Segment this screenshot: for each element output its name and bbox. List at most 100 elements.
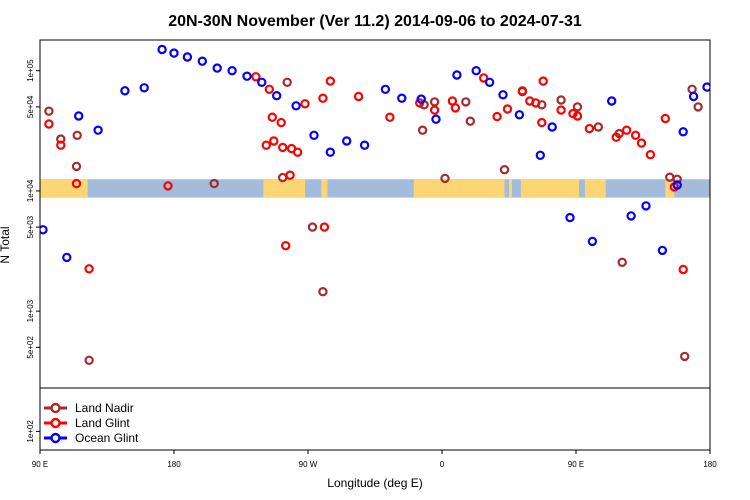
map-land-india-east	[584, 179, 606, 198]
point-land-nadir-10	[417, 125, 428, 135]
point-land-glint-35	[556, 105, 566, 115]
point-land-glint-24	[429, 105, 440, 115]
point-land-glint-30	[517, 86, 528, 97]
point-ocean-glint-41	[726, 47, 733, 54]
x-axis: 90 E 180 90 W 0 90 E 180	[32, 450, 717, 469]
point-ocean-glint-1	[62, 252, 72, 263]
point-land-nadir-15	[465, 116, 475, 126]
point-land-glint-10	[318, 93, 328, 103]
point-ocean-glint-34	[626, 211, 636, 221]
point-land-glint-3	[84, 264, 94, 274]
point-land-nadir-3	[84, 355, 94, 365]
point-land-glint-9	[276, 117, 286, 128]
point-ocean-glint-36	[657, 245, 668, 256]
series-land-nadir	[44, 77, 703, 365]
point-land-nadir-4	[71, 161, 82, 172]
legend-marker-1	[50, 417, 61, 429]
point-land-glint-42	[636, 138, 647, 148]
point-land-glint-41	[630, 130, 641, 140]
point-land-glint-37	[572, 111, 583, 121]
point-land-glint-26	[450, 103, 461, 113]
point-ocean-glint-25	[471, 65, 481, 76]
point-land-glint-43	[645, 149, 656, 160]
point-ocean-glint-12	[242, 71, 252, 81]
point-land-nadir-25	[672, 174, 682, 184]
point-land-nadir-7	[282, 77, 292, 88]
x-tick-label-5: 180	[703, 460, 717, 469]
map-land-caribbean	[321, 179, 328, 198]
point-land-nadir-9	[318, 287, 328, 297]
point-ocean-glint-35	[641, 201, 651, 211]
point-land-nadir-0	[44, 106, 54, 116]
y-axis-label: N Total	[0, 226, 12, 263]
point-ocean-glint-14	[272, 90, 282, 101]
point-ocean-glint-21	[397, 93, 407, 103]
point-land-glint-18	[300, 99, 310, 109]
map-ocean	[40, 179, 710, 198]
y-tick-label-2: 1e+03	[26, 299, 35, 322]
point-land-glint-33	[537, 117, 547, 128]
point-ocean-glint-15	[291, 101, 301, 111]
point-land-glint-7	[264, 84, 274, 95]
point-ocean-glint-6	[157, 44, 167, 55]
point-land-glint-32	[531, 98, 541, 108]
point-ocean-glint-17	[325, 147, 335, 157]
point-ocean-glint-10	[212, 63, 222, 73]
x-tick-label-2: 90 W	[299, 460, 318, 469]
point-land-glint-21	[353, 91, 364, 102]
legend-item-0: Land Nadir	[44, 401, 134, 415]
point-ocean-glint-11	[227, 65, 237, 76]
point-land-nadir-14	[461, 97, 471, 107]
point-land-glint-2	[71, 178, 82, 189]
point-ocean-glint-4	[120, 86, 130, 96]
point-land-glint-29	[502, 104, 513, 114]
point-ocean-glint-42	[741, 44, 748, 51]
point-ocean-glint-32	[587, 236, 598, 247]
point-ocean-glint-5	[139, 83, 149, 93]
map-land-asia	[520, 179, 579, 198]
y-tick-label-6: 1e+05	[26, 59, 35, 82]
point-land-glint-17	[292, 147, 303, 157]
point-ocean-glint-2	[73, 111, 84, 121]
point-land-glint-11	[325, 76, 335, 86]
point-land-glint-39	[611, 132, 621, 142]
point-ocean-glint-20	[380, 84, 391, 95]
point-ocean-glint-23	[431, 114, 441, 124]
point-land-glint-28	[492, 111, 502, 122]
point-land-glint-16	[285, 170, 295, 180]
map-land-asia-west	[40, 179, 88, 198]
legend-frame	[39, 387, 711, 451]
point-ocean-glint-9	[197, 56, 207, 66]
point-ocean-glint-33	[607, 96, 617, 106]
x-tick-label-1: 180	[167, 460, 181, 469]
point-land-nadir-5	[209, 178, 219, 189]
map-land-africa	[413, 179, 505, 198]
x-tick-label-0: 90 E	[32, 460, 48, 469]
series-ocean-glint	[40, 44, 748, 263]
point-land-nadir-23	[617, 257, 627, 267]
chart-title: 20N-30N November (Ver 11.2) 2014-09-06 t…	[168, 13, 582, 30]
point-ocean-glint-22	[416, 94, 426, 104]
point-land-nadir-21	[593, 122, 604, 132]
plot-frame	[39, 39, 711, 389]
point-land-nadir-24	[665, 172, 675, 182]
point-land-glint-0	[44, 119, 54, 129]
legend-label-1: Land Glint	[75, 416, 130, 430]
point-land-nadir-27	[687, 84, 697, 95]
point-land-glint-5	[163, 181, 173, 191]
point-ocean-glint-18	[342, 136, 352, 146]
y-tick-label-3: 5e+03	[26, 215, 35, 238]
legend-item-1: Land Glint	[44, 416, 130, 430]
y-tick-label-0: 1e+02	[26, 420, 35, 443]
y-tick-label-1: 5e+02	[26, 336, 35, 359]
x-tick-label-3: 0	[440, 460, 445, 469]
point-ocean-glint-19	[359, 140, 370, 150]
point-ocean-glint-28	[514, 110, 525, 120]
point-land-glint-40	[621, 125, 632, 135]
point-land-nadir-2	[72, 130, 82, 140]
legend-marker-2	[50, 432, 61, 444]
point-ocean-glint-39	[688, 91, 699, 102]
point-ocean-glint-26	[484, 77, 495, 88]
point-land-nadir-16	[499, 164, 510, 175]
